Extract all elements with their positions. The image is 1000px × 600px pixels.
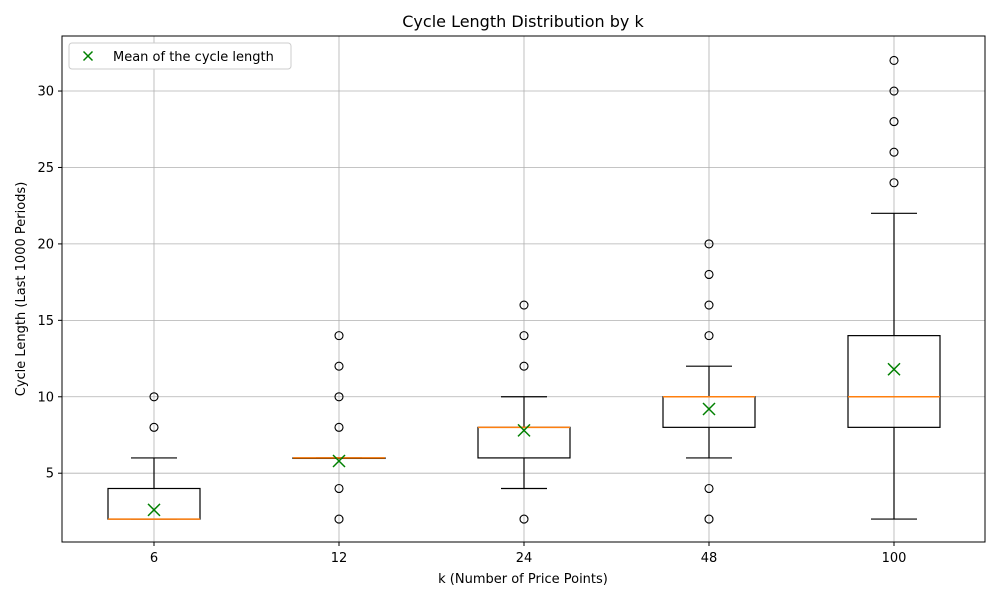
interquartile-box xyxy=(847,335,941,428)
y-tick-label: 10 xyxy=(37,390,54,405)
outlier-point xyxy=(889,86,899,96)
boxes-layer xyxy=(107,55,941,524)
box-group-k-6 xyxy=(107,392,201,520)
outlier-point xyxy=(334,361,344,371)
legend: Mean of the cycle length xyxy=(68,42,292,70)
mean-marker xyxy=(332,454,346,468)
outlier-point xyxy=(889,55,899,66)
outlier-point xyxy=(519,361,529,371)
mean-marker xyxy=(517,423,531,437)
outlier-point xyxy=(334,392,344,402)
box-group-k-48 xyxy=(662,239,756,524)
outlier-point xyxy=(889,147,899,157)
outlier-point xyxy=(704,300,714,310)
outlier-point xyxy=(334,331,344,341)
outlier-point xyxy=(704,269,714,280)
legend-mean-marker xyxy=(82,50,94,62)
mean-marker xyxy=(147,503,161,517)
mean-marker-stroke xyxy=(517,423,531,437)
y-tick-label: 25 xyxy=(37,161,54,176)
x-axis-label: k (Number of Price Points) xyxy=(438,572,608,587)
y-tick-label: 30 xyxy=(37,85,54,100)
outlier-point xyxy=(704,239,714,249)
outlier-point xyxy=(704,331,714,341)
x-tick-label: 100 xyxy=(882,551,907,566)
mean-marker xyxy=(702,402,716,416)
outlier-point xyxy=(889,117,899,127)
y-tick-label: 15 xyxy=(37,314,54,329)
outlier-point xyxy=(334,483,344,494)
mean-marker xyxy=(887,362,901,376)
box-group-k-24 xyxy=(477,300,571,524)
mean-marker-stroke xyxy=(332,454,346,468)
y-tick-label: 5 xyxy=(46,467,54,482)
outlier-point xyxy=(519,300,529,310)
chart-title: Cycle Length Distribution by k xyxy=(402,12,644,31)
x-tick-label: 48 xyxy=(701,551,718,566)
outlier-point xyxy=(519,331,529,341)
outlier-point xyxy=(334,514,344,524)
mean-marker-stroke xyxy=(887,362,901,376)
axis-ticks: 5 10 15 20 25 30 6 12 24 48 100 xyxy=(37,85,906,566)
outlier-point xyxy=(149,422,159,432)
x-tick-label: 6 xyxy=(150,551,158,566)
mean-marker-stroke xyxy=(82,50,94,62)
outlier-point xyxy=(149,392,159,402)
outlier-point xyxy=(889,178,899,188)
box-group-k-100 xyxy=(847,55,941,520)
mean-marker-stroke xyxy=(702,402,716,416)
legend-frame xyxy=(68,42,292,70)
outlier-point xyxy=(334,422,344,432)
legend-mean-cross xyxy=(82,50,94,62)
x-tick-label: 12 xyxy=(331,551,348,566)
y-axis-label: Cycle Length (Last 1000 Periods) xyxy=(14,182,29,397)
y-tick-label: 20 xyxy=(37,237,54,252)
mean-marker-stroke xyxy=(147,503,161,517)
outlier-point xyxy=(704,514,714,524)
box-group-k-12 xyxy=(292,331,386,524)
outlier-point xyxy=(519,514,529,524)
outlier-point xyxy=(704,483,714,494)
legend-entry-mean: Mean of the cycle length xyxy=(113,50,274,65)
x-tick-label: 24 xyxy=(516,551,533,566)
